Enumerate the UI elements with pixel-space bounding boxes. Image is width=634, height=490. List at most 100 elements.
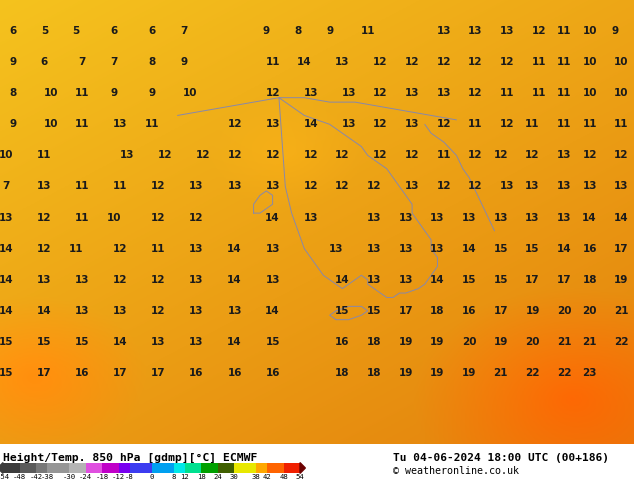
Text: 9: 9 [148,88,156,98]
Text: 10: 10 [583,88,597,98]
Text: 12: 12 [373,57,387,67]
Text: 13: 13 [469,26,482,36]
Text: 11: 11 [75,88,89,98]
Text: -48: -48 [13,474,26,480]
Bar [184,463,201,473]
Text: 11: 11 [75,181,89,192]
Text: 12: 12 [437,120,451,129]
Text: Tu 04-06-2024 18:00 UTC (00+186): Tu 04-06-2024 18:00 UTC (00+186) [393,453,609,463]
Text: 13: 13 [37,275,51,285]
Text: 11: 11 [583,120,597,129]
Text: 13: 13 [405,88,419,98]
Text: 12: 12 [266,150,280,160]
Text: 12: 12 [405,150,419,160]
Text: 12: 12 [190,213,204,222]
Text: 20: 20 [583,306,597,316]
Text: 13: 13 [557,213,571,222]
Text: 13: 13 [304,213,318,222]
Text: 11: 11 [145,120,159,129]
Text: 13: 13 [367,244,381,254]
Text: 9: 9 [9,57,16,67]
Text: 19: 19 [614,275,628,285]
Text: 13: 13 [367,275,381,285]
Text: 15: 15 [37,337,51,347]
Text: 12: 12 [583,150,597,160]
Text: 13: 13 [557,181,571,192]
Text: 8: 8 [171,474,176,480]
Text: 16: 16 [190,368,204,378]
Text: 12: 12 [158,150,172,160]
Text: -42: -42 [29,474,42,480]
Text: 12: 12 [113,244,127,254]
Text: 13: 13 [614,181,628,192]
Text: 12: 12 [180,474,189,480]
Text: 13: 13 [266,120,280,129]
Text: 5: 5 [72,26,80,36]
Text: 14: 14 [227,244,242,254]
Text: 7: 7 [3,181,10,192]
Text: 21: 21 [557,337,571,347]
Text: 12: 12 [152,213,165,222]
Text: 12: 12 [266,88,280,98]
Text: 11: 11 [266,57,280,67]
Text: 11: 11 [361,26,375,36]
Text: 12: 12 [367,181,381,192]
Text: 15: 15 [494,275,508,285]
Text: 12: 12 [614,150,628,160]
Bar [86,463,102,473]
Text: 8: 8 [9,88,16,98]
Text: -30: -30 [62,474,75,480]
Text: 16: 16 [583,244,597,254]
Text: 13: 13 [37,181,51,192]
Text: 11: 11 [152,244,165,254]
Text: 6: 6 [148,26,156,36]
Bar [69,463,86,473]
Bar [47,463,69,473]
Text: 13: 13 [342,88,356,98]
Text: 9: 9 [262,26,270,36]
Text: 19: 19 [430,337,444,347]
Text: 11: 11 [526,120,540,129]
Text: 13: 13 [152,337,165,347]
Text: 13: 13 [113,306,127,316]
Text: 12: 12 [304,150,318,160]
Text: 20: 20 [462,337,476,347]
Text: 13: 13 [557,150,571,160]
Text: 13: 13 [266,244,280,254]
Bar [256,463,267,473]
Text: 14: 14 [265,213,280,222]
Text: 6: 6 [41,57,48,67]
Text: 13: 13 [75,275,89,285]
Text: © weatheronline.co.uk: © weatheronline.co.uk [393,466,519,476]
Text: 30: 30 [230,474,238,480]
Text: 15: 15 [75,337,89,347]
Text: -18: -18 [96,474,108,480]
Text: 13: 13 [526,181,540,192]
Text: 8: 8 [294,26,302,36]
Bar [3,463,20,473]
Text: 13: 13 [367,213,381,222]
Text: 13: 13 [266,181,280,192]
Text: 11: 11 [532,88,546,98]
Text: 12: 12 [469,150,482,160]
Text: 54: 54 [295,474,304,480]
Text: 13: 13 [526,213,540,222]
Text: 15: 15 [367,306,381,316]
Text: 12: 12 [37,244,51,254]
Text: 18: 18 [367,368,381,378]
Text: 12: 12 [335,181,349,192]
Text: 14: 14 [265,306,280,316]
Text: 15: 15 [526,244,540,254]
Text: 7: 7 [79,57,86,67]
Text: 14: 14 [430,275,445,285]
Text: 14: 14 [557,244,572,254]
Text: 11: 11 [557,57,571,67]
Text: 13: 13 [342,120,356,129]
Text: 10: 10 [614,88,628,98]
Text: 22: 22 [614,337,628,347]
Text: 18: 18 [197,474,205,480]
Text: 17: 17 [113,368,128,378]
Text: 19: 19 [462,368,476,378]
Text: 9: 9 [611,26,619,36]
Text: 13: 13 [228,306,242,316]
